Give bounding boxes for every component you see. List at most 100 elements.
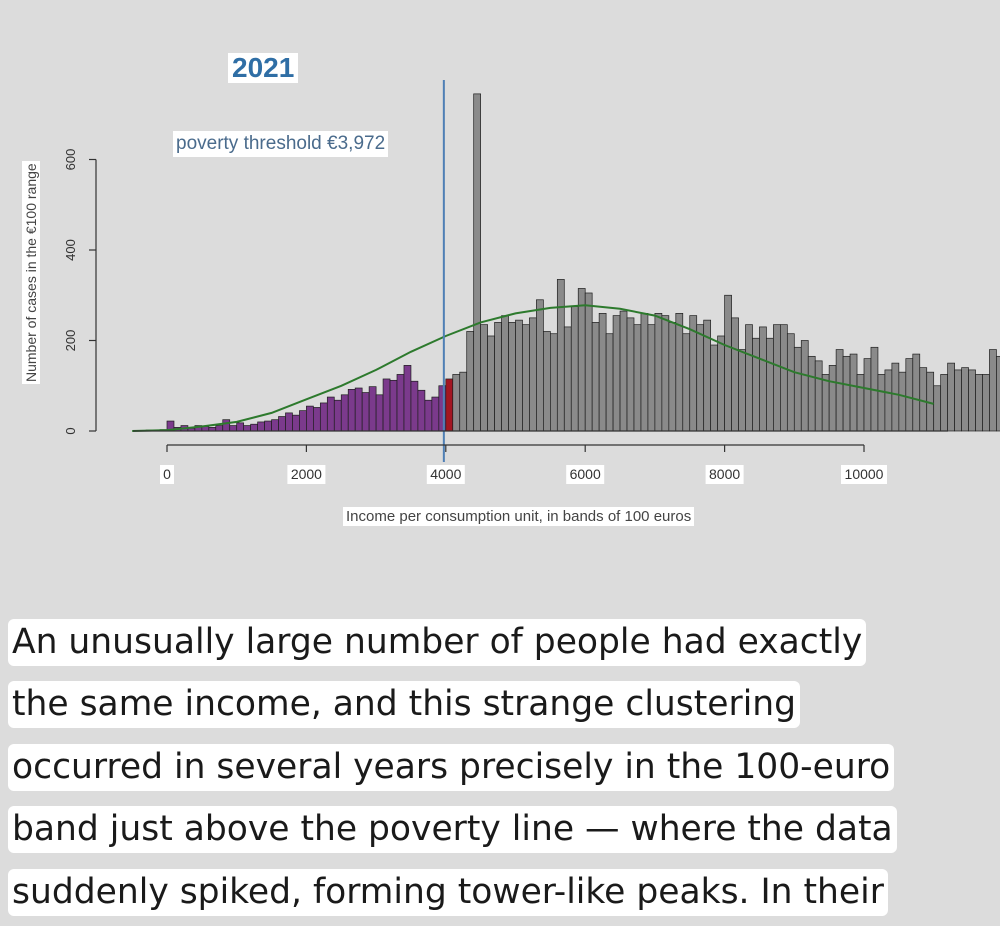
- histogram-bar: [494, 322, 502, 432]
- histogram-bar: [236, 422, 245, 432]
- histogram-bar: [536, 299, 544, 432]
- x-tick-label-bg: [841, 465, 887, 484]
- histogram-bar: [326, 396, 335, 432]
- histogram-bar: [257, 421, 265, 432]
- caption-line: the same income, and this strange cluste…: [8, 681, 801, 729]
- y-tick-label: 600: [63, 149, 78, 171]
- histogram-bar: [759, 326, 767, 432]
- x-tick-label-bg: [566, 465, 605, 484]
- histogram-bar: [229, 425, 238, 432]
- histogram-bar: [515, 319, 523, 432]
- x-tick-label: 4000: [430, 466, 461, 482]
- x-tick-label: 10000: [845, 466, 884, 482]
- histogram-bar: [877, 374, 886, 432]
- y-tick-label: 200: [63, 330, 78, 352]
- x-tick-label: 8000: [709, 466, 740, 482]
- histogram-bar: [996, 355, 1000, 432]
- histogram-bar: [354, 387, 363, 432]
- histogram-bar: [933, 385, 942, 432]
- histogram-bar: [368, 386, 377, 432]
- y-tick-label: 400: [63, 239, 78, 261]
- histogram-bar: [724, 294, 732, 432]
- histogram-bar: [243, 425, 251, 432]
- x-tick-label-bg: [426, 465, 465, 484]
- histogram-bar: [452, 374, 461, 432]
- x-tick-label: 0: [163, 466, 171, 482]
- histogram-bar: [319, 402, 328, 432]
- histogram-bar: [459, 371, 468, 432]
- x-tick-label-bg: [160, 465, 174, 484]
- histogram-bar: [696, 324, 705, 432]
- histogram-bar: [605, 333, 614, 432]
- histogram-bar: [563, 326, 572, 432]
- histogram-bar: [780, 324, 788, 432]
- histogram-bar: [661, 315, 670, 432]
- caption-line: suddenly spiked, forming tower-like peak…: [8, 868, 888, 916]
- histogram-bar: [814, 360, 823, 432]
- histogram-bars: [145, 93, 1000, 432]
- histogram-bar: [773, 324, 781, 432]
- histogram-bar: [292, 414, 300, 432]
- histogram-bar: [675, 313, 684, 432]
- x-tick-label: 6000: [570, 466, 601, 482]
- histogram-bar: [766, 337, 774, 432]
- caption-line: band just above the poverty line — where…: [8, 806, 897, 854]
- histogram-bar: [954, 369, 962, 432]
- histogram-bar: [591, 322, 600, 432]
- x-tick-label: 2000: [291, 466, 322, 482]
- histogram-bar: [682, 333, 691, 432]
- histogram-bar: [431, 396, 440, 432]
- density-curve: [132, 304, 934, 432]
- histogram-bar: [271, 419, 279, 432]
- histogram-bar: [417, 389, 426, 432]
- x-tick-label-bg: [705, 465, 744, 484]
- histogram-bar: [570, 306, 579, 432]
- histogram-bar: [522, 324, 530, 432]
- histogram-bar: [264, 420, 272, 432]
- histogram-bar: [487, 335, 495, 432]
- histogram-bar: [285, 412, 293, 432]
- histogram-bar: [919, 367, 928, 432]
- histogram-bar: [556, 279, 565, 432]
- histogram-bar: [445, 378, 454, 432]
- x-axis-label: Income per consumption unit, in bands of…: [343, 507, 695, 526]
- y-axis-label: Number of cases in the €100 range: [22, 161, 40, 384]
- histogram-bar: [668, 322, 677, 432]
- histogram-bar: [745, 324, 753, 432]
- histogram-bar: [299, 410, 307, 432]
- histogram-bar: [842, 355, 851, 432]
- histogram-bar: [654, 313, 663, 432]
- histogram-bar: [835, 349, 844, 432]
- histogram-bar: [619, 310, 628, 432]
- histogram-bar: [940, 374, 948, 432]
- histogram-bar: [403, 365, 412, 432]
- histogram-bar: [382, 378, 391, 432]
- histogram-bar: [989, 349, 997, 432]
- histogram-bar: [508, 322, 516, 432]
- histogram-bar: [752, 337, 760, 432]
- histogram-bar: [982, 374, 990, 432]
- histogram-bar: [947, 362, 955, 432]
- histogram-bar: [961, 367, 969, 432]
- histogram-bar: [905, 358, 914, 432]
- histogram-bar: [347, 389, 356, 432]
- histogram-bar: [480, 324, 488, 432]
- histogram-bar: [821, 374, 830, 432]
- caption-text: An unusually large number of people had …: [8, 614, 993, 926]
- histogram-bar: [717, 335, 725, 432]
- histogram-bar: [306, 405, 314, 432]
- histogram-bar: [333, 399, 342, 432]
- histogram-bar: [793, 346, 802, 432]
- histogram-bar: [898, 371, 907, 432]
- histogram-bar: [466, 331, 475, 432]
- histogram-bar: [501, 315, 509, 432]
- histogram-bar: [710, 344, 718, 432]
- histogram-bar: [626, 317, 635, 432]
- histogram-bar: [807, 355, 816, 432]
- histogram-bar: [313, 407, 321, 432]
- histogram-bar: [912, 353, 921, 432]
- histogram-bar: [424, 399, 433, 432]
- histogram-bar: [361, 392, 370, 432]
- histogram-bar: [828, 365, 837, 432]
- histogram-bar: [215, 425, 224, 432]
